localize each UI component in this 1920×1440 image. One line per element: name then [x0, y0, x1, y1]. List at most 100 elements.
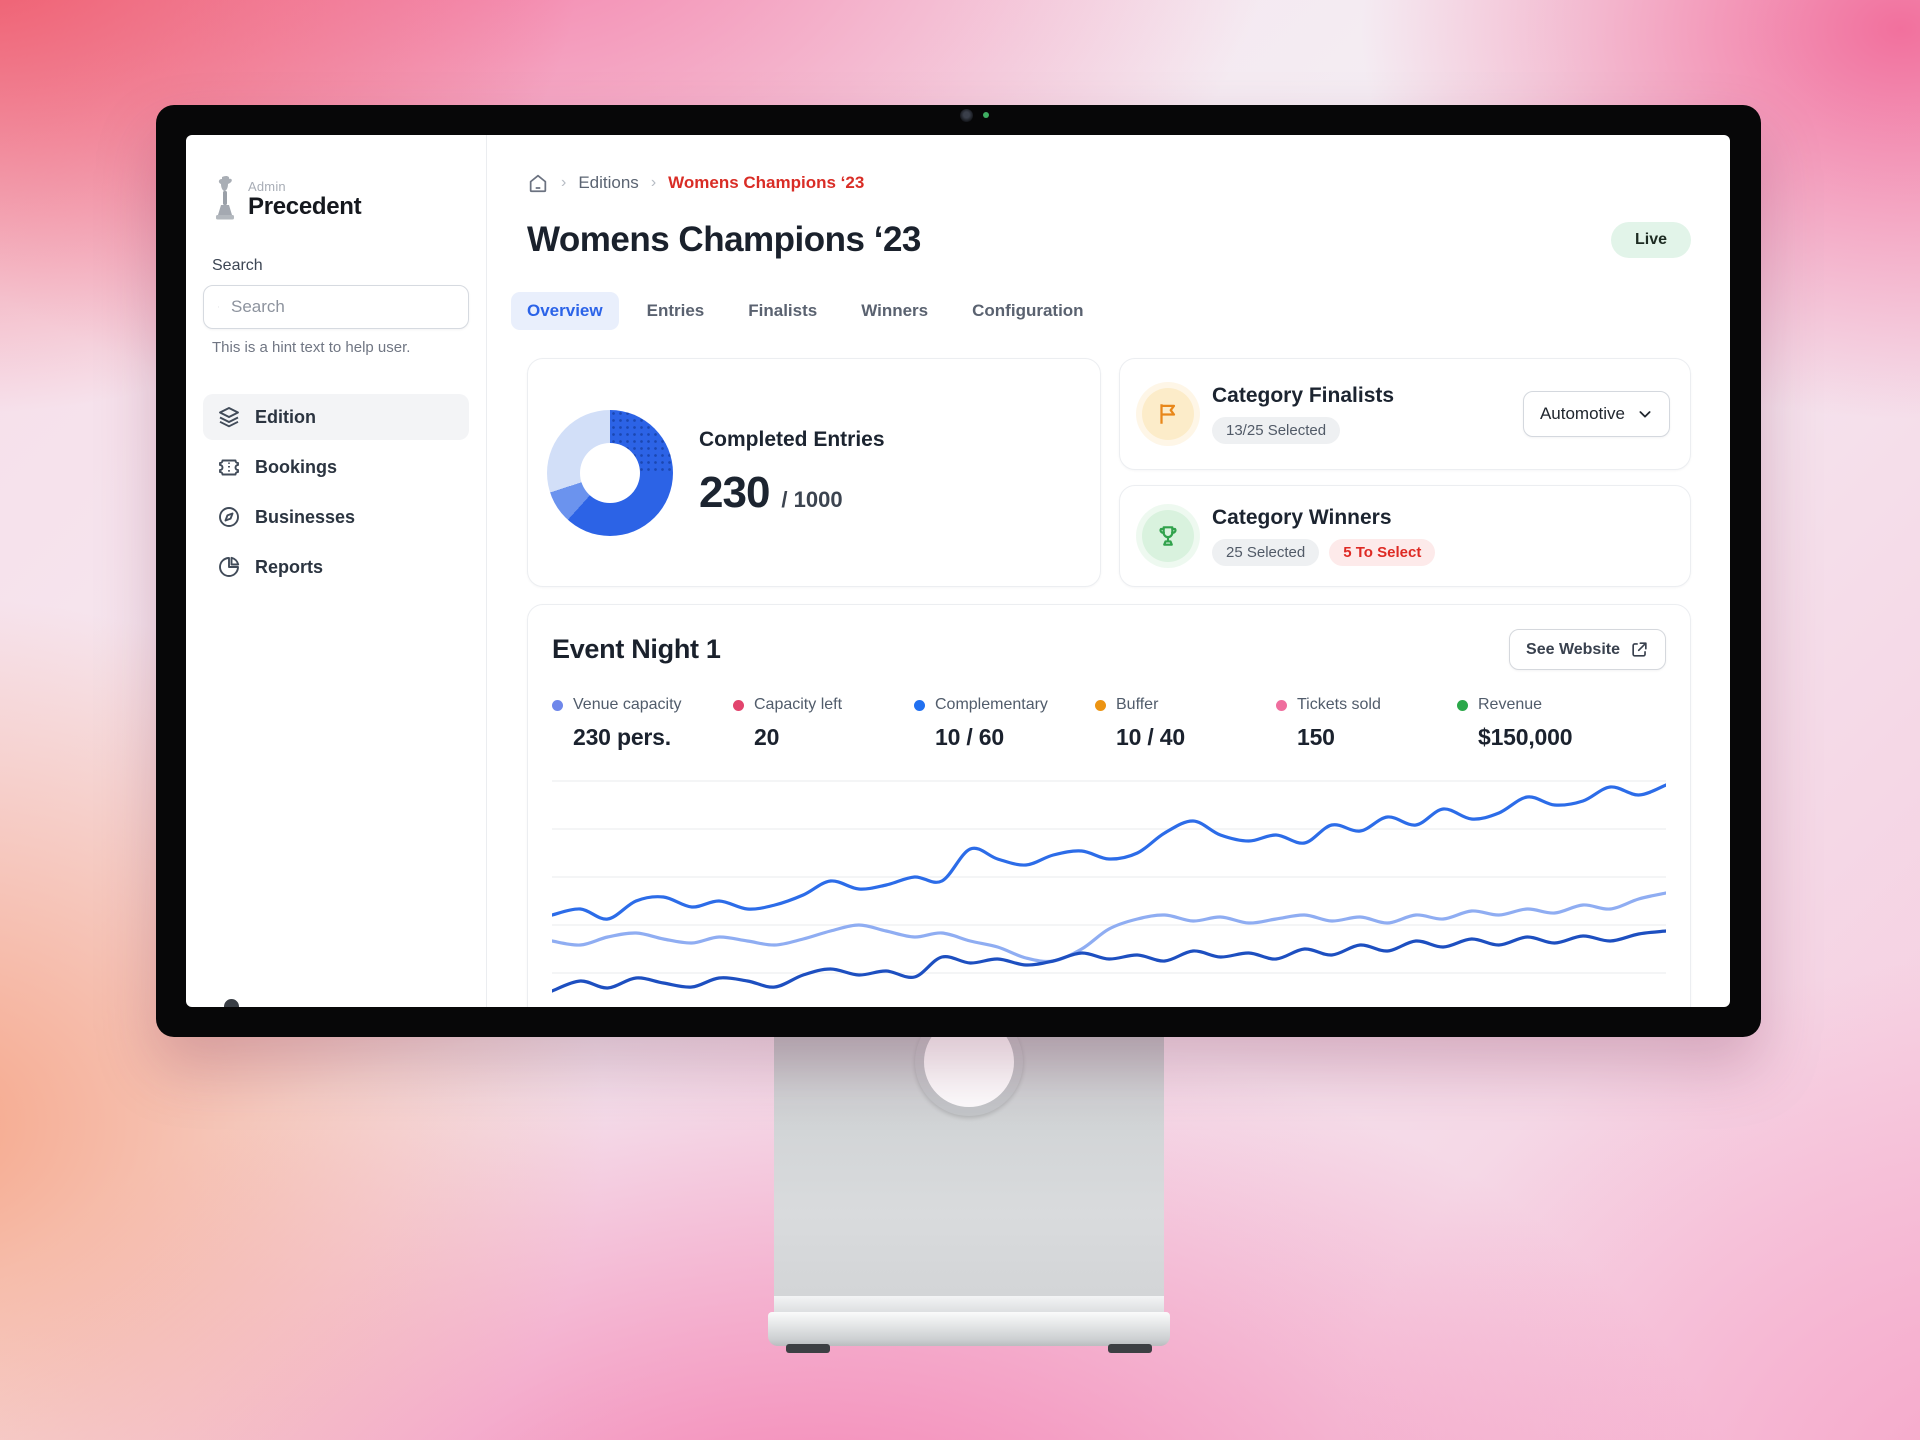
search-input[interactable]: [229, 296, 454, 318]
ticket-icon: [219, 459, 239, 476]
category-dropdown-value: Automotive: [1539, 404, 1625, 423]
legend-dot-icon: [1276, 700, 1287, 711]
category-dropdown[interactable]: Automotive: [1522, 391, 1670, 437]
brand: Admin Precedent: [203, 175, 469, 221]
search-icon: [218, 306, 219, 308]
flag-icon: [1160, 404, 1176, 424]
completed-entries-total: / 1000: [781, 486, 843, 512]
stat-value: 20: [754, 724, 780, 750]
layers-icon: [219, 407, 239, 428]
completed-entries-value: 230: [699, 467, 770, 517]
legend-dot-icon: [552, 700, 563, 711]
stand-base: [768, 1312, 1170, 1346]
stat-value: 10 / 40: [1116, 724, 1185, 750]
stat-label: Complementary: [935, 696, 1048, 713]
chart-line-secondary-trend: [552, 891, 1666, 964]
webcam-icon: [960, 109, 973, 122]
sidebar-item-label: Bookings: [255, 456, 338, 477]
chevron-down-icon: [1639, 411, 1651, 418]
event-night-card: Event Night 1 See Website Venue capacity…: [527, 604, 1691, 1007]
category-winners-title: Category Winners: [1212, 506, 1392, 529]
tab-winners[interactable]: Winners: [861, 301, 929, 320]
brand-name: Precedent: [248, 192, 362, 220]
completed-entries-card: Completed Entries 230 / 1000: [527, 358, 1101, 587]
tab-bar: Overview Entries Finalists Winners Confi…: [511, 292, 1691, 330]
status-badge: Live: [1610, 222, 1691, 258]
finalists-selected-badge: 13/25 Selected: [1212, 417, 1341, 444]
see-website-button[interactable]: See Website: [1509, 629, 1666, 670]
tab-entries[interactable]: Entries: [646, 301, 705, 320]
search-hint: This is a hint text to help user.: [212, 339, 411, 356]
flag-icon-wrap: [1142, 388, 1194, 440]
stat-label: Capacity left: [754, 696, 843, 713]
legend-dot-icon: [1457, 700, 1468, 711]
completed-entries-donut: [547, 409, 673, 536]
event-night-title: Event Night 1: [552, 634, 721, 664]
breadcrumb: › Editions › Womens Champions ‘23: [527, 172, 1691, 194]
stand-foot-left: [786, 1344, 830, 1353]
main-content: › Editions › Womens Champions ‘23 Womens…: [487, 135, 1730, 1007]
search-box[interactable]: [203, 285, 469, 329]
category-winners-card: Category Winners 25 Selected 5 To Select: [1119, 485, 1691, 587]
winners-to-select-badge: 5 To Select: [1329, 539, 1436, 566]
tab-finalists[interactable]: Finalists: [748, 301, 818, 320]
stat-tickets-sold: Tickets sold 150: [1276, 696, 1457, 751]
app-window: Admin Precedent Search This is a hint te…: [186, 135, 1730, 1007]
sidebar-item-bookings[interactable]: Bookings: [203, 444, 469, 490]
stat-label: Venue capacity: [573, 696, 682, 713]
completed-entries-title: Completed Entries: [699, 427, 885, 451]
home-icon[interactable]: [527, 172, 549, 194]
breadcrumb-editions[interactable]: Editions: [578, 173, 639, 192]
sidebar-item-label: Edition: [255, 406, 316, 427]
winners-selected-badge: 25 Selected: [1212, 539, 1320, 566]
stat-buffer: Buffer 10 / 40: [1095, 696, 1276, 751]
event-stats: Venue capacity 230 pers. Capacity left 2…: [552, 696, 1666, 751]
camera-led-icon: [983, 112, 989, 118]
trophy-icon: [1159, 526, 1177, 546]
stat-complementary: Complementary 10 / 60: [914, 696, 1095, 751]
stat-value: 10 / 60: [935, 724, 1004, 750]
donut-hole: [580, 442, 640, 503]
trophy-logo-icon: [216, 175, 234, 220]
trophy-icon-wrap: [1142, 510, 1194, 562]
stat-label: Revenue: [1478, 696, 1543, 713]
chart-line-tertiary-trend: [552, 929, 1666, 993]
external-link-icon: [1632, 642, 1647, 657]
sidebar-item-edition[interactable]: Edition: [203, 394, 469, 440]
breadcrumb-current[interactable]: Womens Champions ‘23: [668, 173, 865, 192]
page-title: Womens Champions ‘23: [527, 220, 921, 259]
search-label: Search: [212, 257, 263, 274]
stat-venue-capacity: Venue capacity 230 pers.: [552, 696, 733, 751]
sidebar-nav: Edition Bookings Businesses: [203, 394, 469, 590]
stat-capacity-left: Capacity left 20: [733, 696, 914, 751]
sidebar-item-businesses[interactable]: Businesses: [203, 494, 469, 540]
chart-line-primary-trend: [552, 783, 1666, 921]
monitor-stand: [774, 1000, 1164, 1306]
tab-overview[interactable]: Overview: [511, 292, 619, 330]
sidebar-item-label: Reports: [255, 556, 324, 577]
category-finalists-title: Category Finalists: [1212, 384, 1395, 407]
event-line-chart: [552, 773, 1666, 1003]
pie-chart-icon: [219, 556, 240, 577]
legend-dot-icon: [733, 700, 744, 711]
stat-value: $150,000: [1478, 724, 1573, 750]
stand-hinge: [774, 1296, 1164, 1312]
category-finalists-card: Category Finalists 13/25 Selected Automo…: [1119, 358, 1691, 470]
compass-icon: [219, 507, 239, 527]
legend-dot-icon: [914, 700, 925, 711]
sidebar-item-reports[interactable]: Reports: [203, 544, 469, 590]
legend-dot-icon: [1095, 700, 1106, 711]
avatar[interactable]: [224, 999, 239, 1007]
tab-configuration[interactable]: Configuration: [972, 301, 1084, 320]
stat-label: Buffer: [1116, 696, 1159, 713]
chevron-right-icon: ›: [650, 174, 657, 191]
sidebar-item-label: Businesses: [255, 506, 356, 527]
see-website-label: See Website: [1526, 640, 1620, 658]
stat-value: 230 pers.: [573, 724, 671, 750]
stat-revenue: Revenue $150,000: [1457, 696, 1573, 751]
stat-value: 150: [1297, 724, 1335, 750]
stat-label: Tickets sold: [1297, 696, 1381, 713]
brand-superscript: Admin: [248, 179, 286, 195]
stand-foot-right: [1108, 1344, 1152, 1353]
